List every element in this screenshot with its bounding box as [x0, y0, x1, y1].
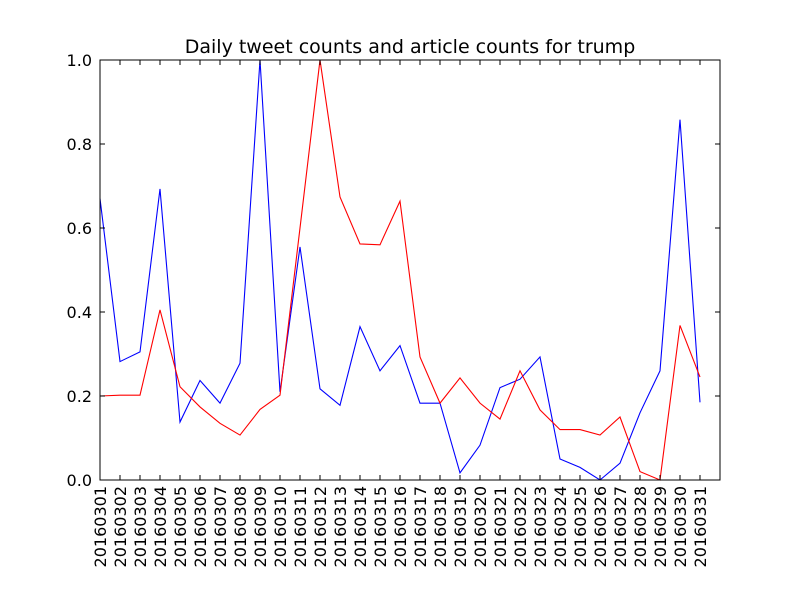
x-tick-label: 20160316	[391, 486, 410, 567]
x-tick-label: 20160327	[611, 486, 630, 567]
y-tick-label: 0.2	[67, 387, 92, 406]
x-tick-label: 20160303	[131, 486, 150, 567]
x-tick-label: 20160305	[171, 486, 190, 567]
x-tick-label: 20160301	[91, 486, 110, 567]
x-tick-label: 20160331	[691, 486, 710, 567]
x-tick-label: 20160307	[211, 486, 230, 567]
series-line-1	[99, 59, 701, 481]
x-tick-label: 20160322	[511, 486, 530, 567]
plot-frame	[99, 59, 721, 481]
x-tick-label: 20160314	[351, 486, 370, 567]
x-tick-label: 20160312	[311, 486, 330, 567]
series-layer	[99, 59, 701, 481]
y-tick-label: 0.0	[67, 471, 92, 490]
x-tick-label: 20160318	[431, 486, 450, 567]
x-tick-label: 20160329	[651, 486, 670, 567]
x-tick-label: 20160317	[411, 486, 430, 567]
x-tick-label: 20160319	[451, 486, 470, 567]
x-tick-label: 20160308	[231, 486, 250, 567]
x-tick-label: 20160320	[471, 486, 490, 567]
chart-title: Daily tweet counts and article counts fo…	[185, 36, 636, 58]
x-tick-label: 20160326	[591, 486, 610, 567]
x-tick-label: 20160315	[371, 486, 390, 567]
y-tick-label: 1.0	[67, 51, 92, 70]
x-tick-label: 20160313	[331, 486, 350, 567]
x-tick-label: 20160310	[271, 486, 290, 567]
x-tick-label: 20160325	[571, 486, 590, 567]
x-tick-label: 20160323	[531, 486, 550, 567]
x-tick-label: 20160302	[111, 486, 130, 567]
x-tick-label: 20160330	[671, 486, 690, 567]
x-tick-label: 20160311	[291, 486, 310, 567]
x-tick-label: 20160309	[251, 486, 270, 567]
y-tick-label: 0.6	[67, 219, 92, 238]
x-tick-label: 20160306	[191, 486, 210, 567]
x-tick-label: 20160321	[491, 486, 510, 567]
y-tick-label: 0.4	[67, 303, 92, 322]
x-tick-label: 20160324	[551, 486, 570, 567]
x-tick-label: 20160304	[151, 486, 170, 567]
series-line-2	[99, 59, 701, 481]
x-tick-label: 20160328	[631, 486, 650, 567]
y-tick-label: 0.8	[67, 135, 92, 154]
